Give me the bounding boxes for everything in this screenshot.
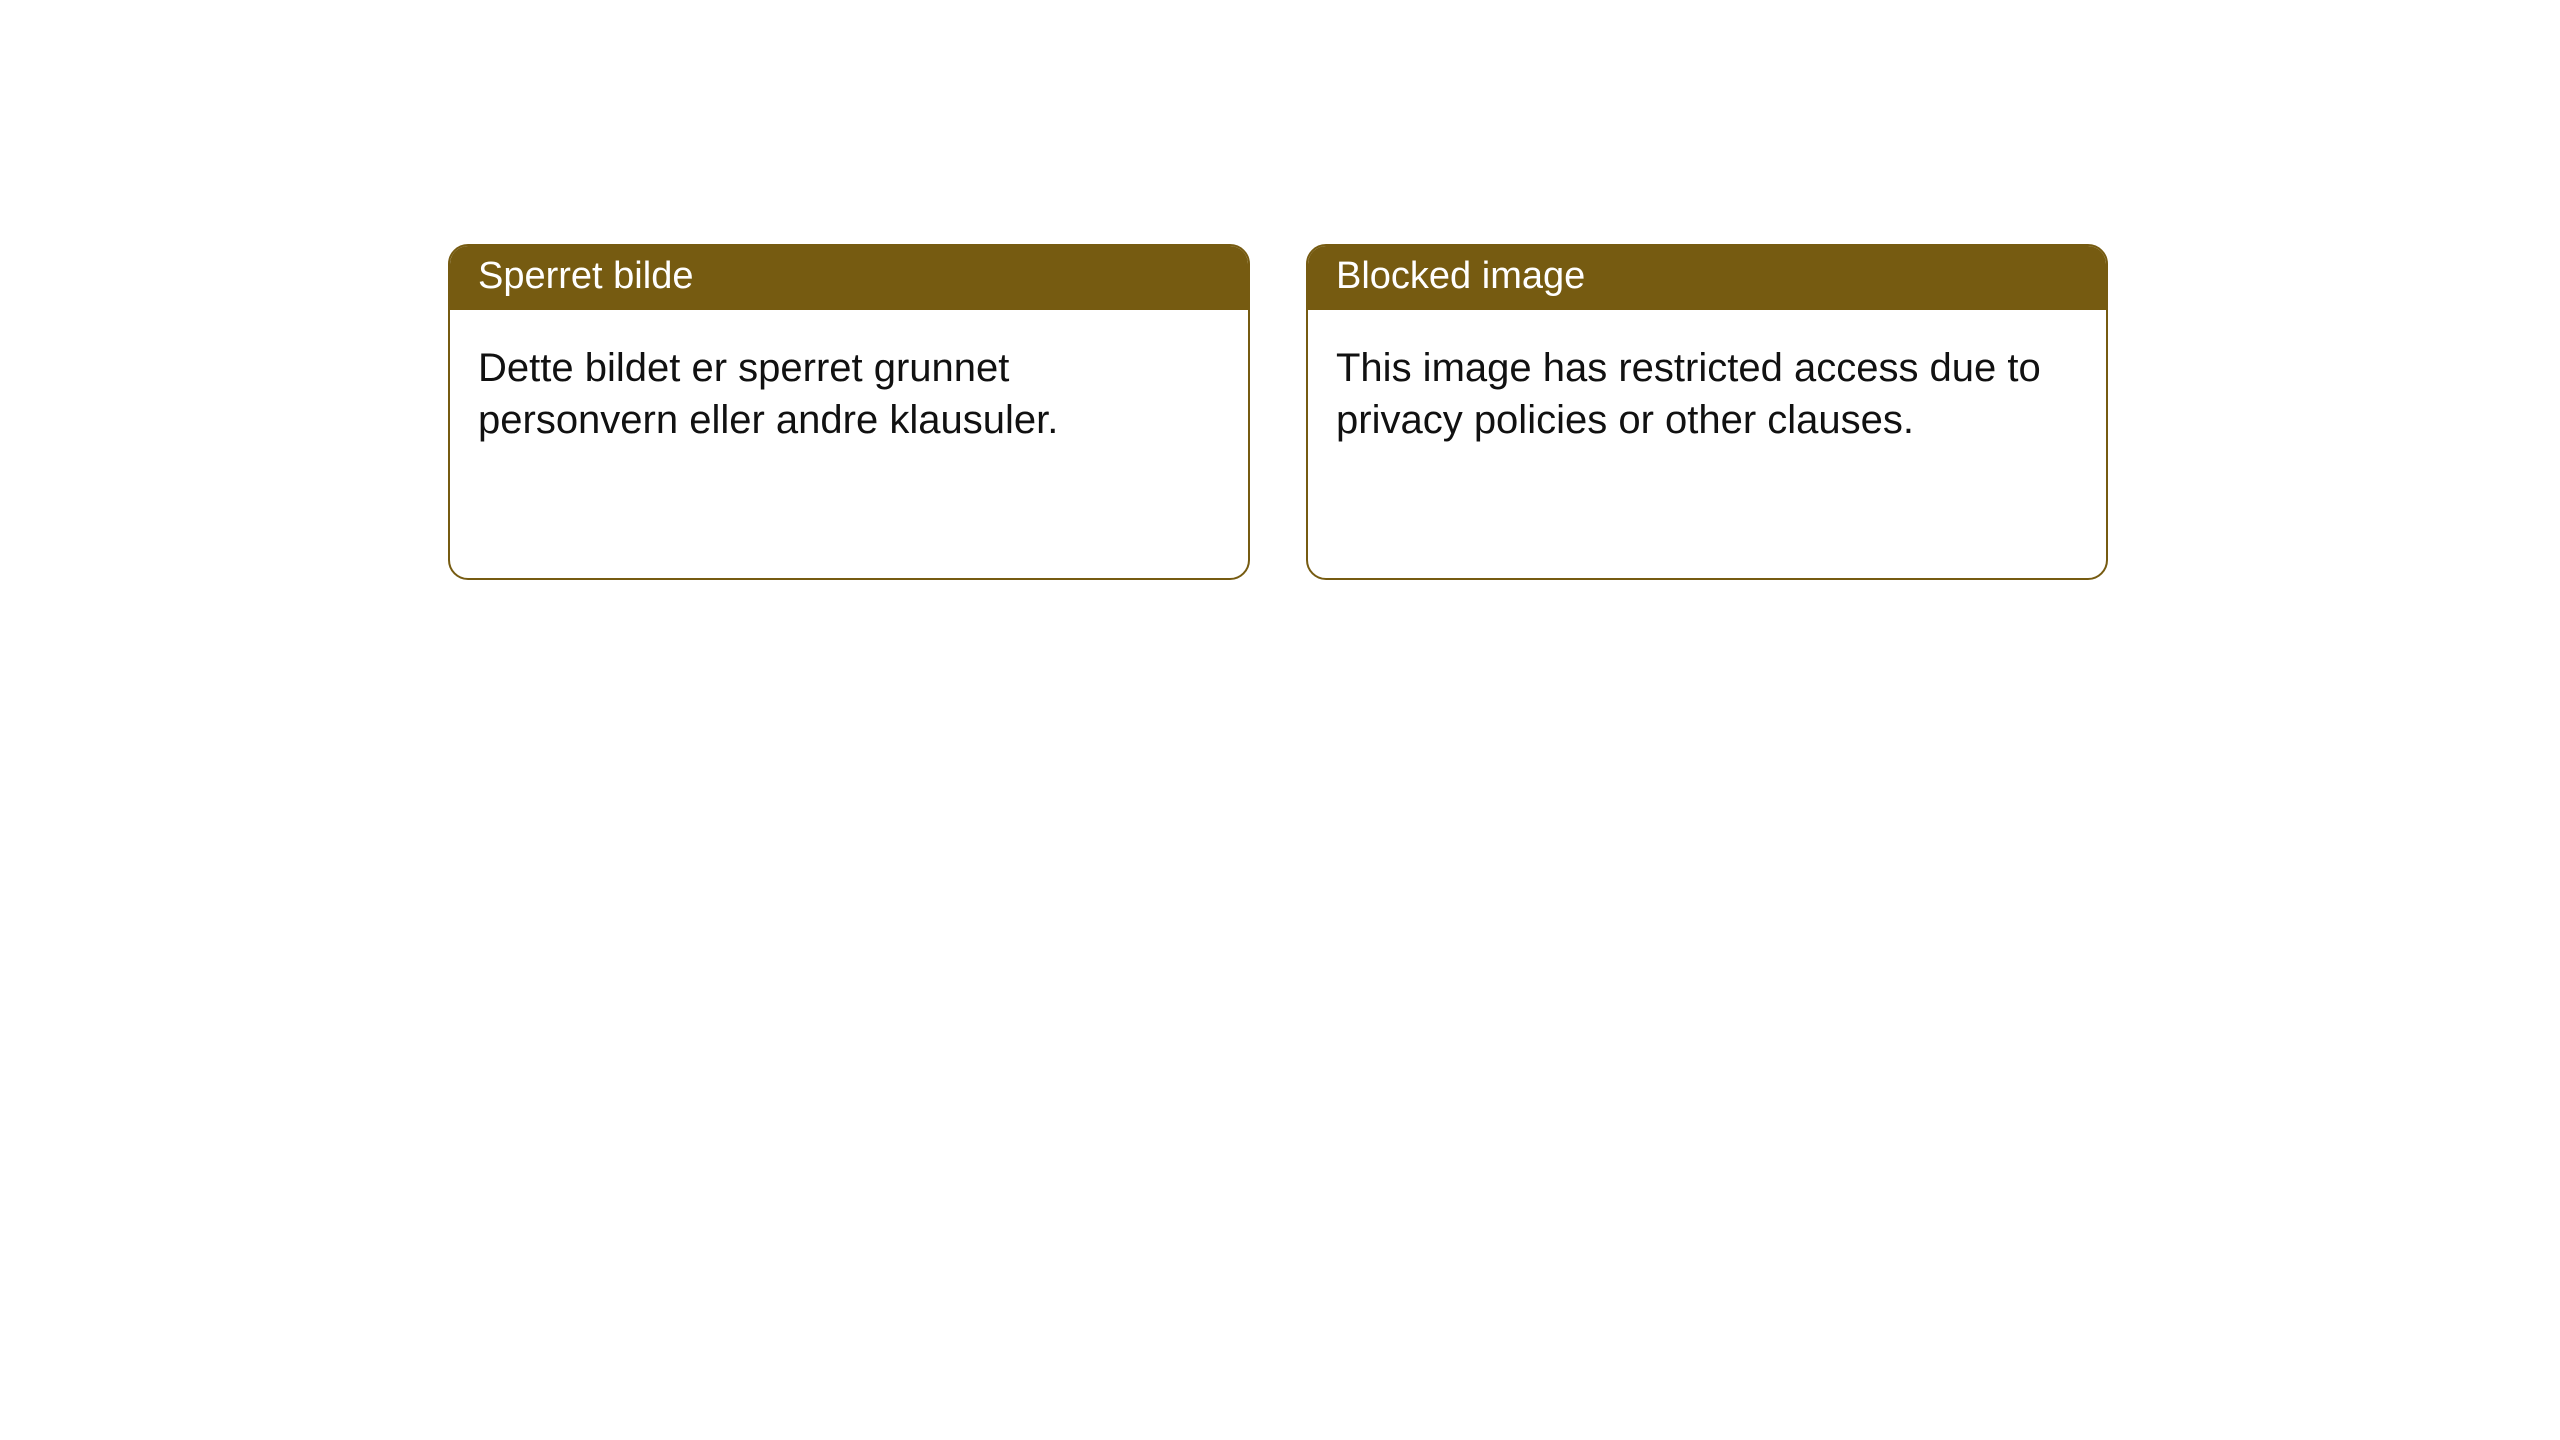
notice-card-body: This image has restricted access due to … xyxy=(1308,310,2106,578)
notice-card-text: Dette bildet er sperret grunnet personve… xyxy=(478,342,1220,446)
notice-card-body: Dette bildet er sperret grunnet personve… xyxy=(450,310,1248,578)
notice-card-title: Sperret bilde xyxy=(450,246,1248,310)
notice-card-title: Blocked image xyxy=(1308,246,2106,310)
notice-cards-row: Sperret bilde Dette bildet er sperret gr… xyxy=(0,0,2560,580)
notice-card-english: Blocked image This image has restricted … xyxy=(1306,244,2108,580)
notice-card-text: This image has restricted access due to … xyxy=(1336,342,2078,446)
notice-card-norwegian: Sperret bilde Dette bildet er sperret gr… xyxy=(448,244,1250,580)
